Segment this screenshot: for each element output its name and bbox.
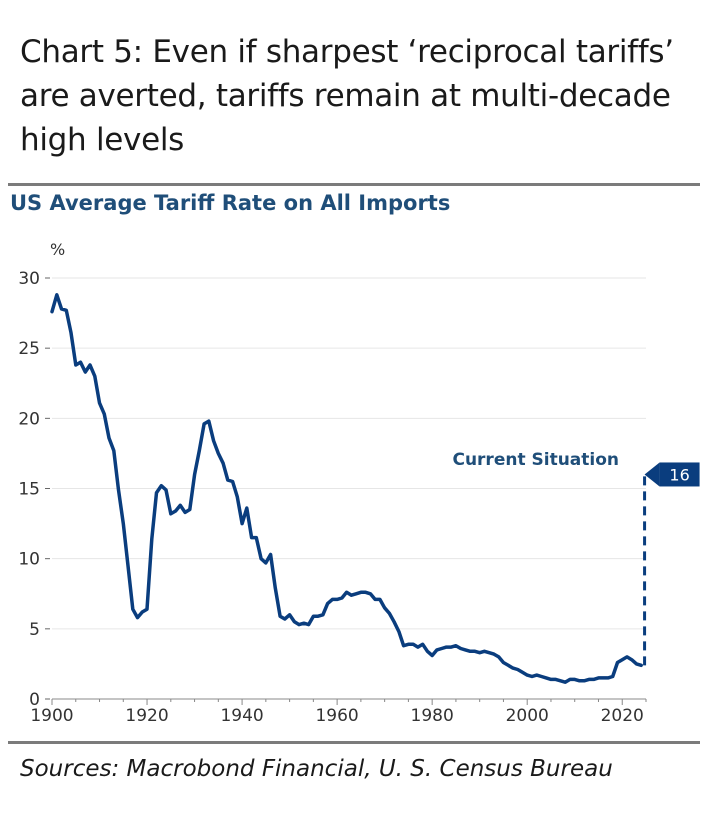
- chart-headline: Chart 5: Even if sharpest ‘reciprocal ta…: [20, 34, 674, 158]
- y-tick-label-15: 15: [18, 480, 40, 500]
- current-situation-label: Current Situation: [452, 450, 619, 470]
- y-tick-label-5: 5: [29, 620, 40, 640]
- x-tick-label-1980: 1980: [411, 706, 454, 726]
- callout-box: [659, 462, 700, 487]
- y-tick-label-10: 10: [18, 550, 40, 570]
- x-tick-label-1900: 1900: [30, 706, 73, 726]
- x-tick-label-1960: 1960: [315, 706, 358, 726]
- y-tick-label-20: 20: [18, 409, 40, 429]
- callout-pointer: [644, 462, 660, 487]
- annotation: Current Situation 16: [452, 450, 700, 666]
- y-tick-label-30: 30: [18, 269, 40, 289]
- y-tick-label-25: 25: [18, 339, 40, 359]
- x-tick-label-1940: 1940: [220, 706, 263, 726]
- x-tick-label-2020: 2020: [601, 706, 644, 726]
- line-chart: % 0 5 10 15 20 25 30 1900 1920 1940 1960 1980 2000 20…: [18, 240, 700, 726]
- series-line-tariff-rate: [50, 293, 643, 684]
- y-axis-unit-label: %: [50, 240, 65, 259]
- axes: % 0 5 10 15 20 25 30 1900 1920 1940 1960 1980 2000 20…: [18, 240, 647, 726]
- x-tick-label-2000: 2000: [506, 706, 549, 726]
- x-tick-label-1920: 1920: [125, 706, 168, 726]
- bottom-divider: [8, 741, 700, 744]
- source-note: Sources: Macrobond Financial, U. S. Cens…: [20, 756, 613, 782]
- chart-title: US Average Tariff Rate on All Imports: [10, 191, 451, 215]
- top-divider: [8, 183, 700, 186]
- series: [50, 293, 643, 684]
- y-tick-label-0: 0: [29, 690, 40, 710]
- callout-value-label: 16: [669, 465, 689, 484]
